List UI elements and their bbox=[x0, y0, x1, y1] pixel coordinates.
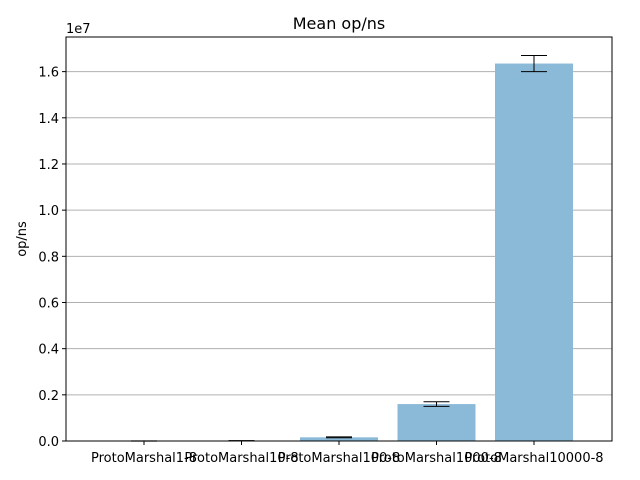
bars bbox=[105, 63, 573, 441]
x-tick-label: ProtoMarshal100-8 bbox=[278, 451, 401, 466]
y-tick-label: 1.6 bbox=[38, 66, 59, 81]
y-tick-label: 0.2 bbox=[38, 389, 59, 404]
y-tick-label: 1.0 bbox=[38, 204, 59, 219]
x-axis-ticks: ProtoMarshal1-8ProtoMarshal10-8ProtoMars… bbox=[91, 441, 604, 466]
y-tick-label: 1.4 bbox=[38, 112, 59, 127]
y-axis-offset: 1e7 bbox=[66, 22, 91, 37]
bar bbox=[397, 404, 476, 441]
y-tick-label: 0.6 bbox=[38, 296, 59, 311]
y-tick-label: 1.2 bbox=[38, 158, 59, 173]
x-tick-label: ProtoMarshal10-8 bbox=[184, 451, 298, 466]
y-tick-label: 0.4 bbox=[38, 343, 59, 358]
x-tick-label: ProtoMarshal1000-8 bbox=[371, 451, 502, 466]
bar bbox=[300, 437, 378, 441]
y-axis-ticks: 0.0 0.2 0.4 0.6 0.8 1.0 1.2 1.4 1.6 bbox=[38, 66, 66, 450]
y-axis-label: op/ns bbox=[15, 221, 30, 257]
bar bbox=[495, 63, 573, 441]
y-tick-label: 0.0 bbox=[38, 435, 59, 450]
gridlines bbox=[66, 71, 612, 442]
y-tick-label: 0.8 bbox=[38, 250, 59, 265]
x-tick-label: ProtoMarshal1-8 bbox=[91, 451, 197, 466]
error-bars bbox=[131, 54, 547, 442]
chart-title: Mean op/ns bbox=[293, 14, 386, 33]
x-tick-label: ProtoMarshal10000-8 bbox=[464, 451, 603, 466]
